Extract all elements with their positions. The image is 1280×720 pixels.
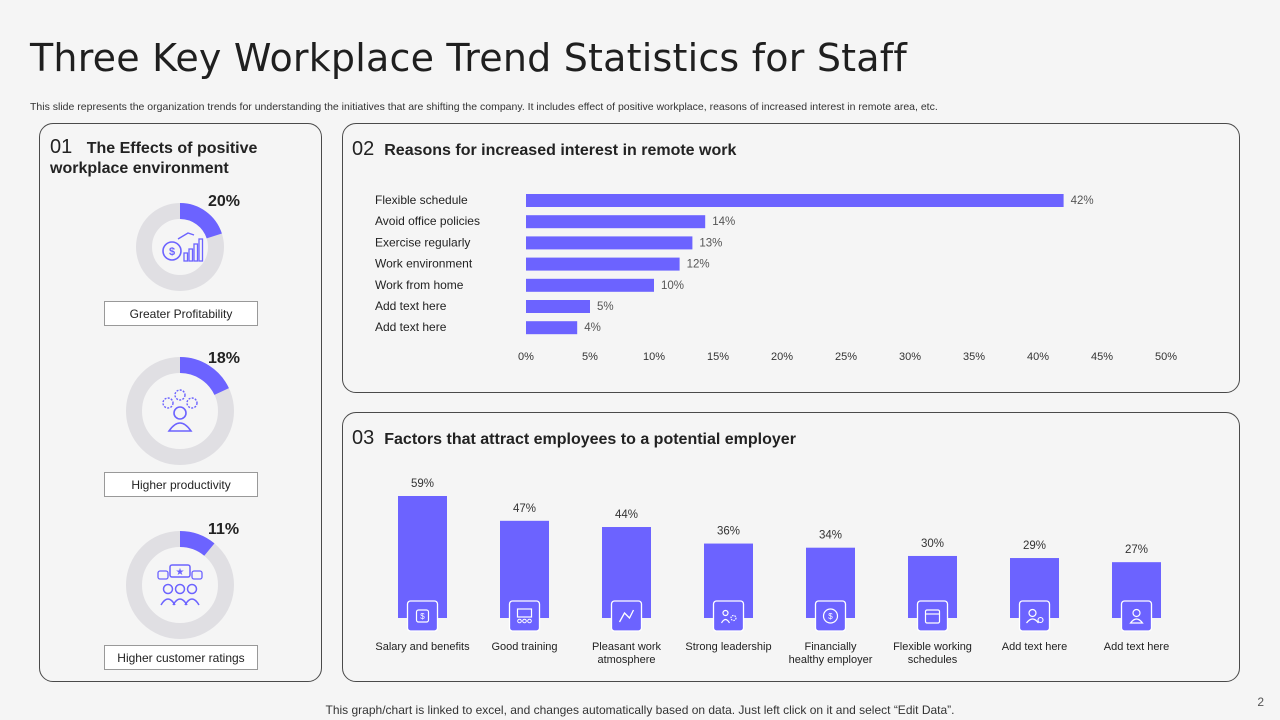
panel-2-number: 02 [352, 138, 375, 160]
x-tick-label: 10% [643, 351, 665, 363]
bar-5 [526, 278, 654, 292]
leadership-icon [712, 600, 745, 632]
employer-factors-bar-chart: 59% $ Salary and benefits 47% Good training 4… [375, 478, 1169, 666]
column-data-label: 44% [615, 509, 638, 521]
bar-data-label: 12% [687, 259, 710, 271]
finance-icon: $ [814, 600, 847, 632]
person-gears-icon [162, 389, 198, 432]
bar-category-label: Avoid office policies [375, 214, 480, 228]
bar-4 [526, 257, 680, 271]
bar-category-label: Exercise regularly [375, 235, 470, 249]
panel-3-heading: 03 Factors that attract employees to a p… [352, 427, 796, 450]
page-title: Three Key Workplace Trend Statistics for… [30, 36, 907, 80]
panel-1-title: The Effects of positive workplace enviro… [50, 140, 258, 177]
panel-2-heading: 02 Reasons for increased interest in rem… [352, 138, 736, 161]
customer-rating-icon: ★ [157, 564, 203, 606]
remote-work-bar-chart: Flexible schedule 42% Avoid office policie… [375, 193, 1177, 363]
column-data-label: 34% [819, 530, 842, 542]
bar-category-label: Add text here [375, 320, 447, 334]
column-data-label: 36% [717, 526, 740, 538]
column-category-label: Strong leadership [685, 641, 771, 653]
footnote: This graph/chart is linked to excel, and… [325, 703, 955, 717]
donut-value-arc [136, 203, 224, 291]
column-data-label: 27% [1125, 544, 1148, 556]
x-tick-label: 15% [707, 351, 729, 363]
panel-3-title: Factors that attract employees to a pote… [384, 431, 796, 448]
page-subtitle: This slide represents the organization t… [30, 101, 938, 113]
column-category-label: Flexible working schedules [893, 641, 972, 666]
x-tick-label: 35% [963, 351, 985, 363]
panel-2-title: Reasons for increased interest in remote… [384, 142, 737, 159]
x-tick-label: 45% [1091, 351, 1113, 363]
x-tick-label: 25% [835, 351, 857, 363]
atmosphere-icon [610, 600, 643, 632]
x-tick-label: 5% [582, 351, 598, 363]
panel-1-number: 01 [50, 136, 73, 158]
donut-percent-label: 20% [208, 193, 240, 210]
bar-category-label: Work environment [375, 257, 473, 271]
salary-icon: $ [406, 600, 439, 632]
column-category-label: Salary and benefits [375, 641, 470, 653]
x-tick-label: 0% [518, 351, 534, 363]
svg-text:$: $ [420, 612, 425, 621]
donut-chart-3: ★ 11% [126, 521, 239, 639]
donut-value-arc [126, 357, 234, 465]
column-category-label: Good training [491, 641, 557, 653]
x-tick-label: 50% [1155, 351, 1177, 363]
training-icon [508, 600, 541, 632]
coins-growth-icon: $ [162, 232, 204, 262]
bar-data-label: 13% [699, 237, 722, 249]
label-higher-productivity: Higher productivity [104, 472, 258, 497]
calendar-icon [916, 600, 949, 632]
svg-text:$: $ [828, 612, 833, 621]
x-tick-label: 20% [771, 351, 793, 363]
panel-positive-workplace: 01 The Effects of positive workplace env… [39, 123, 322, 682]
column-category-label: Pleasant work atmosphere [592, 641, 662, 666]
column-data-label: 59% [411, 478, 434, 490]
panel-1-heading: 01 The Effects of positive workplace env… [50, 136, 310, 179]
svg-text:★: ★ [176, 567, 185, 578]
x-tick-label: 30% [899, 351, 921, 363]
x-tick-label: 40% [1027, 351, 1049, 363]
column-category-label: Financially healthy employer [789, 641, 873, 666]
donut-chart-2: 18% [126, 350, 240, 465]
bar-data-label: 42% [1071, 195, 1094, 207]
label-higher-customer-ratings: Higher customer ratings [104, 645, 258, 670]
column-data-label: 29% [1023, 540, 1046, 552]
donut-percent-label: 11% [208, 521, 239, 538]
column-category-label: Add text here [1104, 641, 1169, 653]
bar-data-label: 4% [584, 322, 601, 334]
bar-data-label: 10% [661, 280, 684, 292]
panel-3-number: 03 [352, 427, 375, 449]
donut-chart-1: $20% [136, 193, 240, 291]
user-settings-icon [1018, 600, 1051, 632]
svg-text:$: $ [169, 246, 175, 258]
bar-category-label: Work from home [375, 278, 464, 292]
donut-value-arc [126, 531, 234, 639]
page-number: 2 [1257, 695, 1264, 709]
bar-7 [526, 321, 578, 335]
bar-6 [526, 300, 590, 313]
bar-category-label: Add text here [375, 299, 447, 313]
column-data-label: 47% [513, 503, 536, 515]
donut-percent-label: 18% [208, 350, 240, 367]
column-1 [398, 496, 447, 618]
bar-2 [526, 215, 706, 229]
user-icon [1120, 600, 1153, 632]
column-category-label: Add text here [1002, 641, 1067, 653]
label-greater-profitability: Greater Profitability [104, 301, 258, 326]
panel-remote-work: 02 Reasons for increased interest in rem… [342, 123, 1240, 393]
bar-category-label: Flexible schedule [375, 193, 468, 207]
bar-3 [526, 236, 693, 250]
bar-1 [526, 194, 1064, 207]
column-data-label: 30% [921, 538, 944, 550]
bar-data-label: 14% [712, 216, 735, 228]
panel-employer-factors: 03 Factors that attract employees to a p… [342, 412, 1240, 682]
bar-data-label: 5% [597, 301, 614, 313]
